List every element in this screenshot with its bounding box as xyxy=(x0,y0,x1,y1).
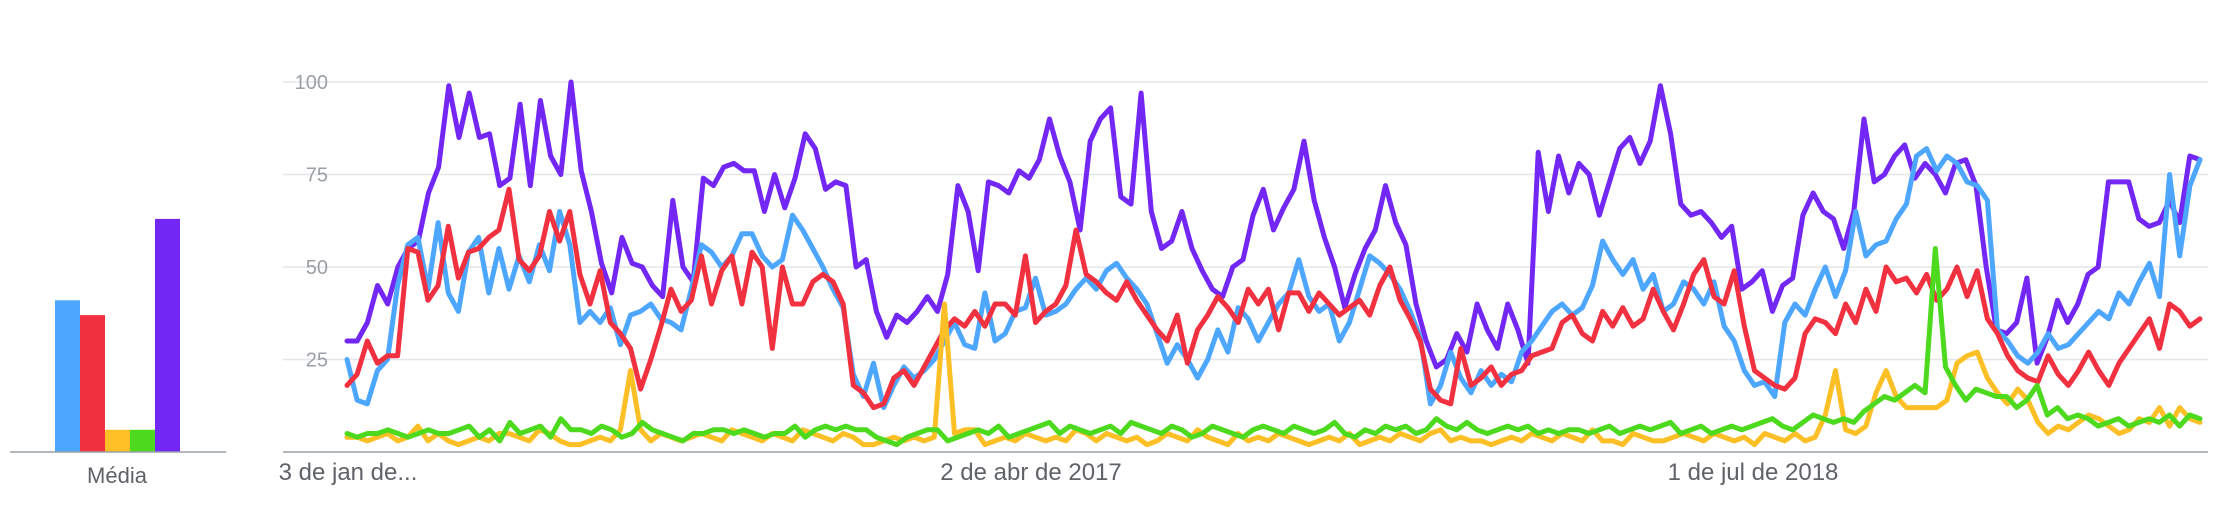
series-lines xyxy=(344,79,2203,448)
x-axis: 3 de jan de... 2 de abr de 2017 1 de jul… xyxy=(279,459,1839,486)
average-bar-2 xyxy=(105,429,130,452)
y-tick-label-75: 75 xyxy=(306,165,328,187)
average-bar-3 xyxy=(130,429,155,452)
y-tick-label-50: 50 xyxy=(306,257,328,279)
x-tick-label-2: 1 de jul de 2018 xyxy=(1668,459,1839,486)
average-bar-4 xyxy=(155,218,180,452)
average-label: Média xyxy=(87,463,148,488)
average-bar-0 xyxy=(55,300,80,452)
y-axis-ticks: 25 50 75 100 xyxy=(295,72,328,372)
series-line-3 xyxy=(344,301,2203,448)
y-tick-label-25: 25 xyxy=(306,350,328,372)
series-line-0 xyxy=(344,79,2203,370)
y-tick-label-100: 100 xyxy=(295,72,328,94)
x-tick-label-1: 2 de abr de 2017 xyxy=(940,459,1122,486)
series-line-4 xyxy=(344,246,2203,448)
average-bar-1 xyxy=(80,315,105,452)
x-tick-label-0: 3 de jan de... xyxy=(279,459,418,486)
average-panel xyxy=(10,218,226,453)
series-line-2 xyxy=(344,186,2203,411)
